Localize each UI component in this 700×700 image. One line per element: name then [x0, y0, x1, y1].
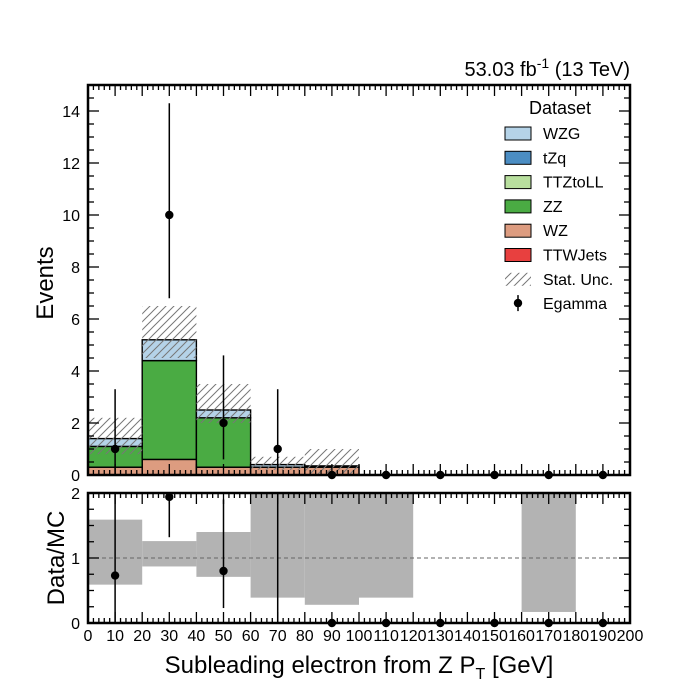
- main-y-tick-label: 6: [71, 312, 80, 329]
- ratio-y-tick-label: 1: [71, 551, 80, 568]
- x-tick-label: 50: [215, 628, 233, 645]
- x-tick-label: 170: [535, 628, 562, 645]
- x-tick-label: 110: [373, 628, 399, 645]
- ratio-band-bin-8: [521, 493, 576, 612]
- bar-zz-bin-1: [141, 359, 198, 461]
- main-y-tick-label: 14: [62, 104, 80, 121]
- legend-entry-zz: ZZ: [504, 199, 563, 216]
- x-tick-label: 30: [160, 628, 178, 645]
- legend-entry-egamma: Egamma: [513, 295, 607, 313]
- x-tick-label: 10: [106, 628, 124, 645]
- main-panel: 0 2 4 6 8 10 12 14 Events: [32, 83, 632, 485]
- data-point-3: [273, 389, 282, 475]
- lumi-label: 53.03 fb-1 (13 TeV): [464, 55, 630, 81]
- x-axis-label: Subleading electron from Z PT [GeV]: [165, 652, 554, 683]
- x-tick-label: 180: [562, 628, 589, 645]
- svg-text:Egamma: Egamma: [543, 296, 607, 313]
- svg-text:tZq: tZq: [543, 150, 566, 167]
- main-y-axis-label: Events: [32, 246, 59, 319]
- main-y-tick-label: 12: [62, 156, 80, 173]
- main-y-tick-label: 0: [71, 468, 80, 485]
- x-tick-label: 60: [242, 628, 260, 645]
- x-tick-label: 200: [617, 628, 644, 645]
- main-x-ticks: [87, 85, 631, 475]
- legend-title: Dataset: [529, 98, 591, 118]
- main-y-axis: 0 2 4 6 8 10 12 14: [62, 84, 630, 485]
- ratio-uncertainty-band: [88, 493, 576, 612]
- ratio-panel: 0 1 2 0 10 20 30 40 50 60 70 80 90 100 110 120 130 140 15…: [43, 486, 643, 683]
- legend: Dataset WZG tZq TTZtoLL ZZ WZ TTWJets Stat. Un…: [504, 98, 613, 313]
- x-tick-label: 150: [481, 628, 508, 645]
- legend-entry-wz: WZ: [504, 223, 568, 240]
- stat-unc-bin-1: [142, 306, 197, 358]
- x-tick-label: 160: [508, 628, 535, 645]
- ratio-point-2: [219, 499, 228, 609]
- x-tick-label: 120: [400, 628, 427, 645]
- legend-entry-stat-unc-: Stat. Unc.: [505, 272, 613, 289]
- x-tick-label: 130: [427, 628, 454, 645]
- x-tick-label: 20: [133, 628, 151, 645]
- svg-text:WZG: WZG: [543, 126, 580, 143]
- legend-entry-tzq: tZq: [504, 150, 566, 167]
- x-tick-label: 0: [84, 628, 93, 645]
- svg-text:Stat. Unc.: Stat. Unc.: [543, 272, 613, 289]
- data-point-1: [165, 103, 174, 299]
- x-tick-label: 100: [346, 628, 373, 645]
- x-tick-label: 40: [188, 628, 206, 645]
- main-y-tick-label: 4: [71, 364, 80, 381]
- ratio-y-axis-label: Data/MC: [43, 511, 70, 606]
- ratio-point-0: [110, 493, 120, 623]
- legend-entry-wzg: WZG: [504, 126, 580, 143]
- x-tick-label: 190: [590, 628, 617, 645]
- x-tick-label: 70: [269, 628, 287, 645]
- data-points: [110, 103, 608, 480]
- x-tick-label: 80: [296, 628, 314, 645]
- ratio-band-bin-4: [304, 493, 359, 605]
- ratio-band-bin-5: [359, 493, 414, 598]
- legend-entry-ttztoll: TTZtoLL: [504, 175, 604, 192]
- ratio-y-tick-label: 2: [71, 486, 80, 503]
- svg-text:TTWJets: TTWJets: [543, 248, 607, 265]
- svg-text:ZZ: ZZ: [543, 199, 563, 216]
- x-tick-label: 140: [454, 628, 481, 645]
- data-point-2: [219, 355, 228, 460]
- svg-text:TTZtoLL: TTZtoLL: [543, 175, 604, 192]
- main-y-tick-label: 8: [71, 260, 80, 277]
- ratio-y-tick-label: 0: [71, 616, 80, 633]
- legend-entry-ttwjets: TTWJets: [504, 248, 607, 265]
- main-y-tick-label: 10: [62, 208, 80, 225]
- svg-text:WZ: WZ: [543, 223, 568, 240]
- ratio-x-axis: 0 10 20 30 40 50 60 70 80 90 100 110 120 130 140 150 160…: [84, 493, 644, 645]
- data-point-0: [110, 389, 120, 475]
- main-y-tick-label: 2: [71, 416, 80, 433]
- ratio-band-bin-1: [142, 541, 197, 567]
- x-tick-label: 90: [323, 628, 341, 645]
